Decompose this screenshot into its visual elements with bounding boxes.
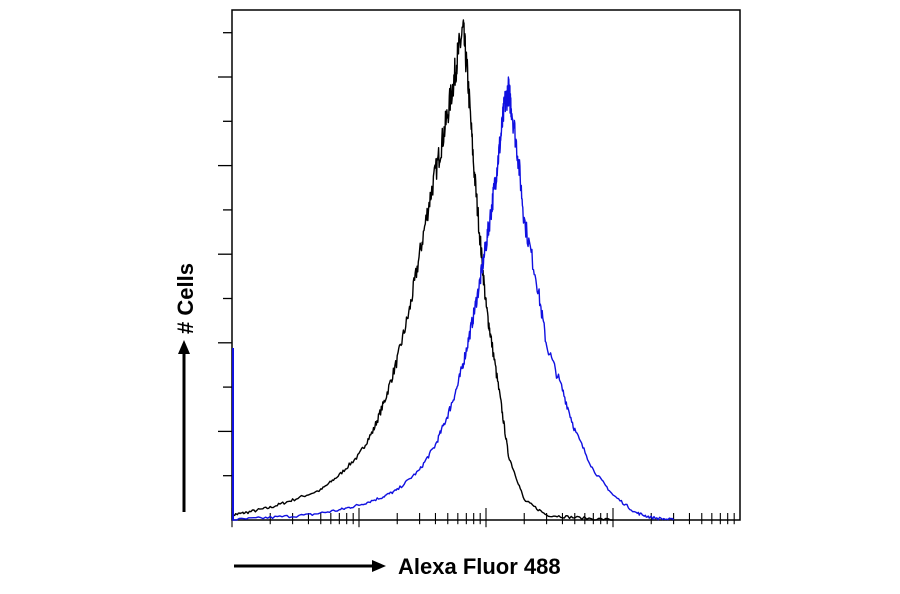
x-axis-label: Alexa Fluor 488: [398, 554, 561, 579]
series-line-2: [232, 76, 675, 521]
x-axis-title: Alexa Fluor 488: [234, 554, 561, 579]
y-axis-ticks: [218, 32, 232, 477]
y-axis-title: # Cells: [173, 263, 198, 512]
series-layer: [231, 19, 675, 521]
y-arrow-head: [178, 340, 190, 354]
series-line-1: [231, 19, 613, 521]
x-arrow-head: [372, 560, 386, 572]
plot-frame: [231, 9, 741, 521]
y-axis-label: # Cells: [173, 263, 198, 334]
